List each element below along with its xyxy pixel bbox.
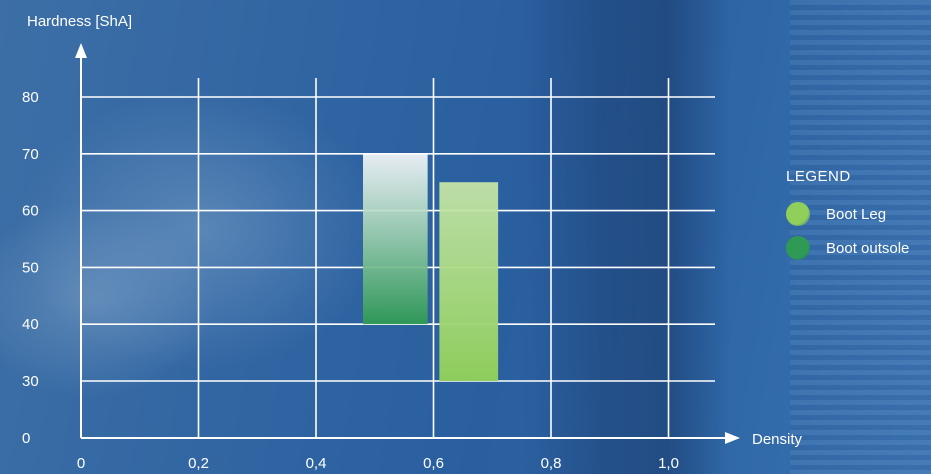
x-axis-title: Density (752, 431, 803, 448)
legend-swatch-boot-outsole (786, 236, 810, 260)
y-tick-label-0: 0 (22, 430, 30, 447)
legend-title: LEGEND (786, 168, 851, 185)
x-tick-label-3: 0,6 (423, 455, 444, 472)
x-tick-label-2: 0,4 (306, 455, 327, 472)
bars (363, 153, 499, 381)
legend-swatch-boot-leg (786, 202, 810, 226)
bar-boot-outsole (363, 153, 428, 325)
y-tick-label-70: 70 (22, 146, 39, 163)
bar-boot-leg (439, 182, 499, 381)
y-tick-label-40: 40 (22, 316, 39, 333)
legend: LEGEND Boot Leg Boot outsole (786, 168, 909, 265)
x-tick-label-4: 0,8 (541, 455, 562, 472)
axes (75, 43, 740, 444)
legend-label-boot-outsole: Boot outsole (826, 239, 910, 257)
y-tick-label-30: 30 (22, 373, 39, 390)
x-axis-arrow-icon (725, 432, 740, 444)
background-boot-shadow (520, 0, 730, 474)
legend-item-boot-leg: Boot Leg (786, 197, 909, 231)
x-tick-label-1: 0,2 (188, 455, 209, 472)
background-boot-ribs (790, 0, 931, 474)
y-tick-label-80: 80 (22, 89, 39, 106)
y-axis-title: Hardness [ShA] (27, 13, 132, 30)
y-tick-label-60: 60 (22, 203, 39, 220)
x-tick-label-5: 1,0 (658, 455, 679, 472)
x-tick-label-0: 0 (77, 455, 85, 472)
y-axis-arrow-icon (75, 43, 87, 58)
y-tick-label-50: 50 (22, 259, 39, 276)
legend-item-boot-outsole: Boot outsole (786, 231, 909, 265)
tick-labels: 0 30 40 50 60 70 80 0 0,2 0,4 0,6 0,8 1,0 (22, 89, 679, 472)
legend-label-boot-leg: Boot Leg (826, 205, 887, 223)
